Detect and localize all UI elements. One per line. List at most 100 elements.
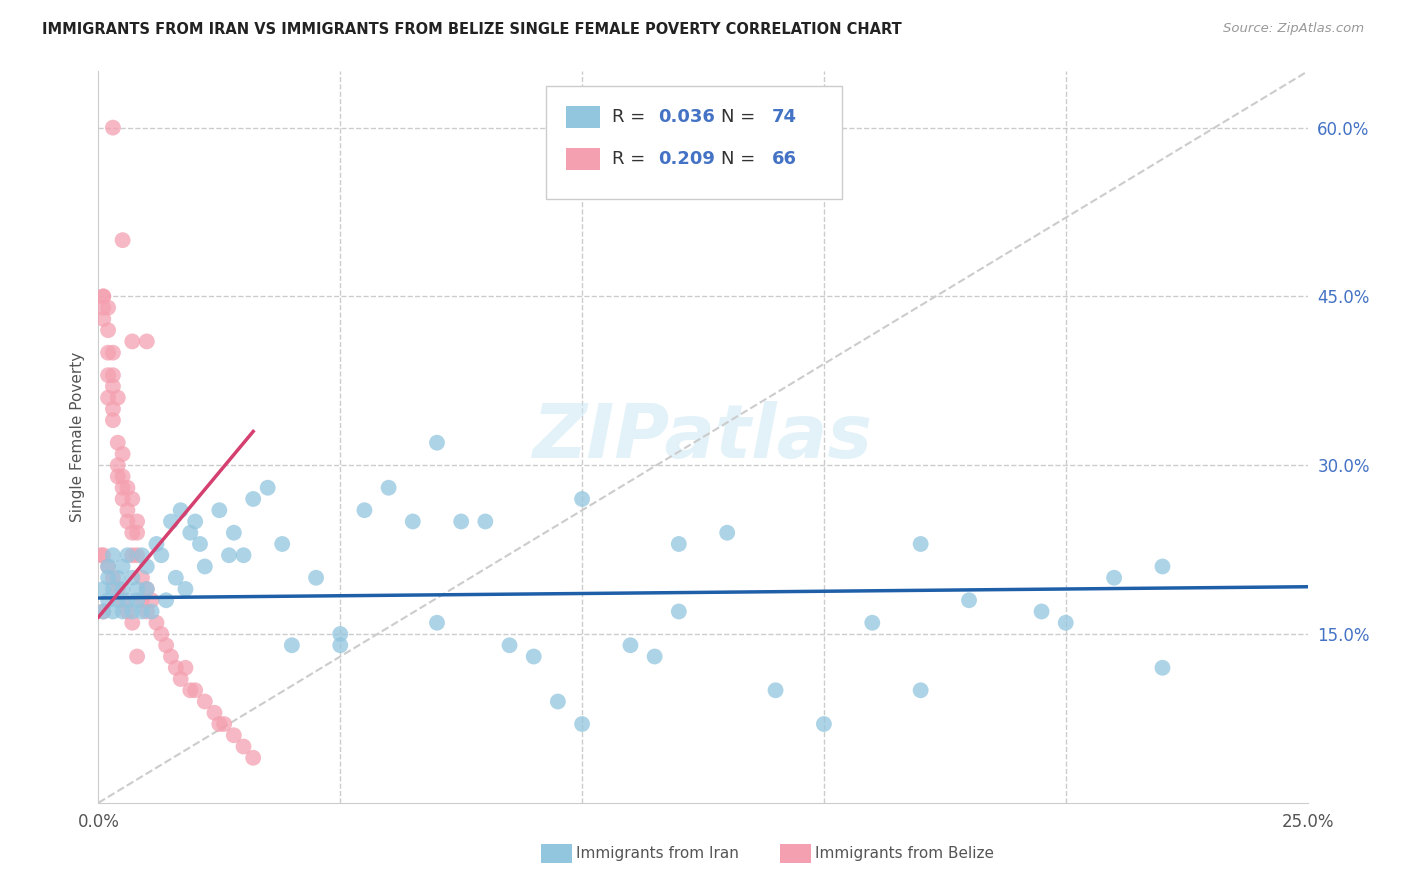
Point (165, 661, 187, 675)
Point (329, 638, 352, 652)
Point (145, 615, 167, 630)
Point (194, 694, 217, 708)
Point (765, 683, 787, 698)
Point (91, 548, 114, 562)
Text: Immigrants from Iran: Immigrants from Iran (576, 847, 740, 861)
Point (910, 683, 932, 698)
Point (174, 661, 197, 675)
Point (910, 537, 932, 551)
Point (194, 559, 217, 574)
Point (141, 605, 163, 619)
Point (131, 548, 153, 562)
Point (179, 683, 201, 698)
Point (1102, 571, 1125, 585)
Point (111, 447, 134, 461)
Point (121, 571, 143, 585)
Point (256, 481, 278, 495)
Point (242, 491, 264, 506)
Point (281, 638, 304, 652)
Point (127, 582, 149, 596)
Point (101, 345, 124, 359)
Point (402, 515, 425, 529)
Point (222, 525, 245, 540)
Point (1152, 559, 1174, 574)
Point (208, 717, 231, 731)
Point (184, 683, 207, 698)
Point (97, 559, 120, 574)
Point (121, 334, 143, 349)
Point (121, 548, 143, 562)
Text: 66: 66 (772, 150, 797, 168)
Point (329, 627, 352, 641)
Point (91, 289, 114, 303)
Point (107, 391, 129, 405)
Point (135, 334, 157, 349)
Point (204, 706, 226, 720)
Point (155, 593, 177, 607)
Point (107, 435, 129, 450)
Point (97, 391, 120, 405)
Point (91, 312, 114, 326)
Point (1152, 661, 1174, 675)
Text: IMMIGRANTS FROM IRAN VS IMMIGRANTS FROM BELIZE SINGLE FEMALE POVERTY CORRELATION: IMMIGRANTS FROM IRAN VS IMMIGRANTS FROM … (42, 22, 901, 37)
Point (498, 638, 520, 652)
Point (101, 368, 124, 383)
Text: N =: N = (721, 109, 761, 127)
Point (127, 515, 149, 529)
Point (135, 582, 157, 596)
Point (523, 649, 546, 664)
Point (117, 548, 139, 562)
Point (305, 571, 328, 585)
Point (111, 559, 134, 574)
Point (117, 481, 139, 495)
Point (179, 525, 201, 540)
Point (117, 515, 139, 529)
Point (160, 649, 183, 664)
Point (571, 717, 593, 731)
Point (111, 491, 134, 506)
Point (91, 582, 114, 596)
Point (242, 751, 264, 765)
Point (619, 638, 641, 652)
Point (101, 582, 124, 596)
Point (232, 548, 254, 562)
Point (101, 571, 124, 585)
Point (644, 649, 666, 664)
Point (111, 593, 134, 607)
Point (668, 605, 690, 619)
Point (121, 615, 143, 630)
Point (121, 605, 143, 619)
Point (97, 301, 120, 315)
Y-axis label: Single Female Poverty: Single Female Poverty (69, 352, 84, 522)
Point (107, 571, 129, 585)
Point (860, 615, 883, 630)
Point (547, 694, 569, 708)
Point (91, 289, 114, 303)
Point (121, 491, 143, 506)
Text: ZIPatlas: ZIPatlas (533, 401, 873, 474)
Point (353, 503, 375, 517)
Point (716, 525, 738, 540)
Text: Immigrants from Belize: Immigrants from Belize (815, 847, 994, 861)
Point (101, 548, 124, 562)
Point (232, 739, 254, 754)
Point (222, 728, 245, 742)
Point (107, 593, 129, 607)
Point (271, 537, 294, 551)
FancyBboxPatch shape (567, 106, 600, 128)
Point (131, 605, 153, 619)
Text: 74: 74 (772, 109, 797, 127)
Point (117, 593, 139, 607)
FancyBboxPatch shape (567, 148, 600, 170)
Point (127, 525, 149, 540)
Point (184, 515, 207, 529)
Point (111, 233, 134, 247)
Point (127, 593, 149, 607)
Point (571, 491, 593, 506)
Point (174, 582, 197, 596)
Point (117, 503, 139, 517)
Point (169, 672, 191, 686)
Point (160, 515, 183, 529)
Point (111, 605, 134, 619)
Point (150, 627, 173, 641)
